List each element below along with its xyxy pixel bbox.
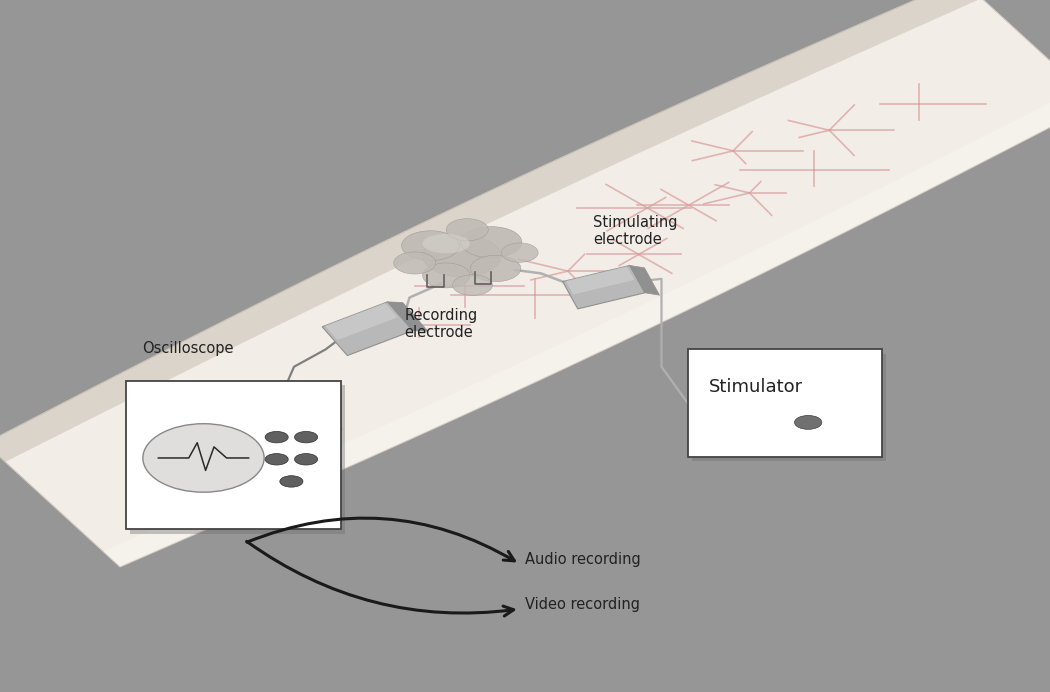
Ellipse shape bbox=[422, 235, 502, 277]
Ellipse shape bbox=[470, 255, 521, 282]
Ellipse shape bbox=[502, 243, 538, 262]
Text: Stimulator: Stimulator bbox=[709, 378, 803, 396]
Text: Video recording: Video recording bbox=[525, 597, 640, 612]
Polygon shape bbox=[322, 302, 413, 356]
Polygon shape bbox=[0, 0, 982, 462]
Ellipse shape bbox=[265, 453, 288, 465]
Polygon shape bbox=[630, 266, 659, 295]
Polygon shape bbox=[387, 302, 428, 331]
FancyBboxPatch shape bbox=[126, 381, 341, 529]
Ellipse shape bbox=[422, 234, 470, 253]
Ellipse shape bbox=[446, 219, 488, 241]
FancyBboxPatch shape bbox=[130, 385, 345, 534]
Ellipse shape bbox=[294, 453, 317, 465]
Ellipse shape bbox=[453, 275, 492, 295]
Ellipse shape bbox=[402, 230, 460, 260]
Ellipse shape bbox=[461, 227, 522, 258]
FancyBboxPatch shape bbox=[692, 354, 886, 461]
Polygon shape bbox=[563, 266, 645, 309]
Text: Oscilloscope: Oscilloscope bbox=[142, 341, 233, 356]
Text: Stimulating
electrode: Stimulating electrode bbox=[593, 215, 677, 247]
FancyBboxPatch shape bbox=[688, 349, 882, 457]
Ellipse shape bbox=[795, 415, 822, 429]
Polygon shape bbox=[103, 88, 1050, 567]
Polygon shape bbox=[0, 0, 1050, 567]
Ellipse shape bbox=[279, 475, 302, 487]
Text: Audio recording: Audio recording bbox=[525, 552, 640, 567]
Text: Recording
electrode: Recording electrode bbox=[404, 308, 478, 340]
Ellipse shape bbox=[294, 431, 317, 443]
Polygon shape bbox=[566, 266, 634, 295]
Polygon shape bbox=[324, 303, 398, 340]
Ellipse shape bbox=[143, 424, 265, 492]
Ellipse shape bbox=[394, 252, 436, 274]
Ellipse shape bbox=[265, 431, 288, 443]
Ellipse shape bbox=[422, 263, 470, 288]
